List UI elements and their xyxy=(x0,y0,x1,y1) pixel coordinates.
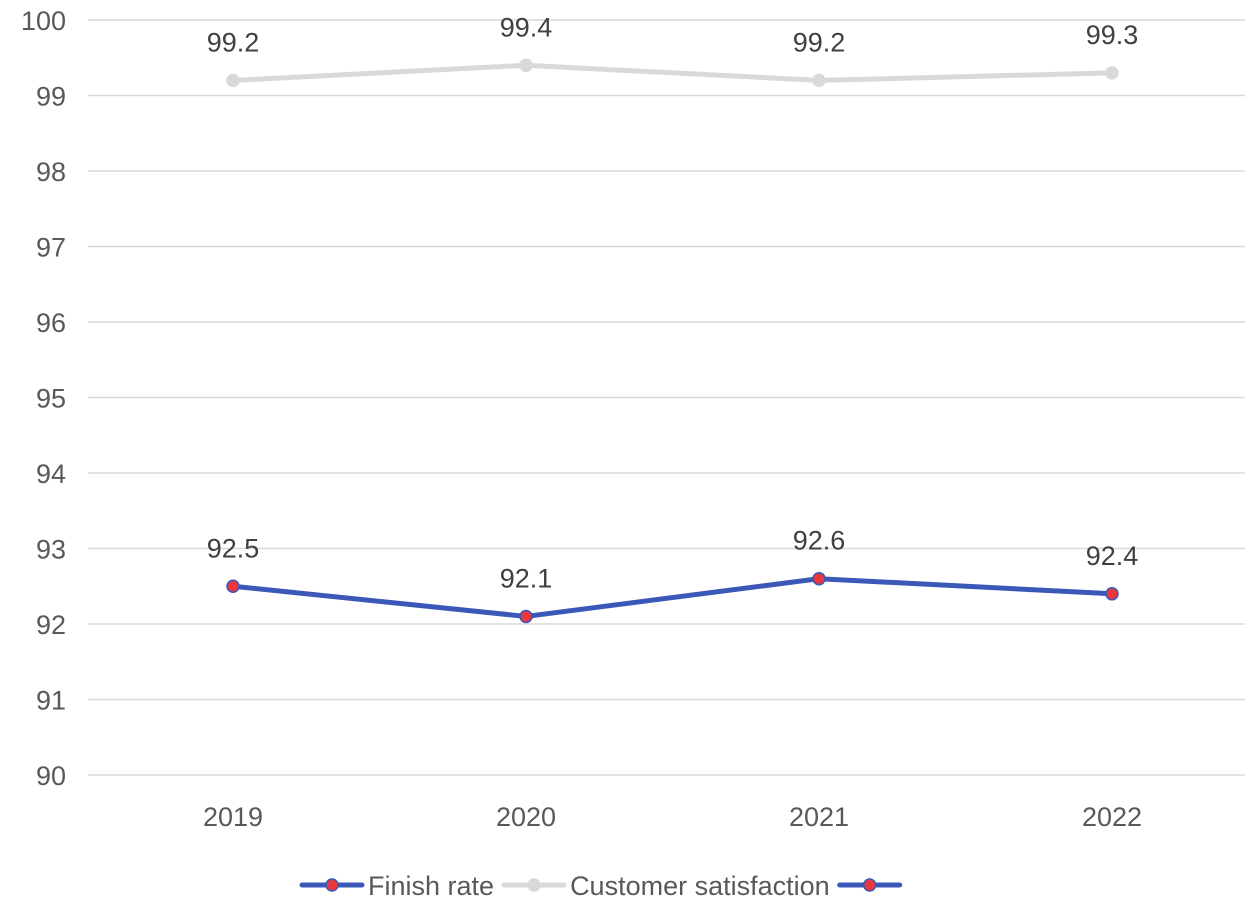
y-tick-label-93: 93 xyxy=(36,535,66,565)
y-tick-label-97: 97 xyxy=(36,233,66,263)
data-label-finish-rate-2019: 92.5 xyxy=(207,533,260,563)
y-tick-label-94: 94 xyxy=(36,459,66,489)
y-tick-label-92: 92 xyxy=(36,610,66,640)
data-point-customer-satisfaction-2020 xyxy=(519,58,533,73)
x-tick-label-2022: 2022 xyxy=(1082,802,1142,832)
y-tick-label-91: 91 xyxy=(36,686,66,716)
legend-marker-finish-rate xyxy=(325,878,339,892)
x-tick-label-2020: 2020 xyxy=(496,802,556,832)
data-point-customer-satisfaction-2021 xyxy=(812,73,826,88)
legend-label-customer-satisfaction: Customer satisfaction xyxy=(570,871,830,901)
legend-marker-customer-satisfaction xyxy=(527,878,541,892)
legend-marker-unnamed xyxy=(862,878,877,892)
y-tick-label-95: 95 xyxy=(36,384,66,414)
data-label-customer-satisfaction-2019: 99.2 xyxy=(207,27,260,57)
y-tick-label-96: 96 xyxy=(36,308,66,338)
data-label-customer-satisfaction-2021: 99.2 xyxy=(793,27,846,57)
data-label-customer-satisfaction-2022: 99.3 xyxy=(1086,20,1139,50)
y-tick-label-99: 99 xyxy=(36,82,66,112)
data-point-customer-satisfaction-2019 xyxy=(226,73,240,88)
y-tick-label-98: 98 xyxy=(36,157,66,187)
data-label-finish-rate-2021: 92.6 xyxy=(793,526,846,556)
data-point-finish-rate-2022 xyxy=(1105,587,1119,601)
legend-label-finish-rate: Finish rate xyxy=(368,871,494,901)
y-tick-label-90: 90 xyxy=(36,761,66,791)
x-tick-label-2019: 2019 xyxy=(203,802,263,832)
y-tick-label-100: 100 xyxy=(21,6,66,36)
data-point-finish-rate-2020 xyxy=(519,609,533,624)
data-point-finish-rate-2021 xyxy=(812,571,826,586)
series-line-finish-rate xyxy=(230,576,1115,619)
x-tick-label-2021: 2021 xyxy=(789,802,849,832)
data-point-finish-rate-2019 xyxy=(226,579,240,593)
data-label-finish-rate-2022: 92.4 xyxy=(1086,541,1139,571)
series-line-customer-satisfaction xyxy=(230,62,1115,83)
data-label-customer-satisfaction-2020: 99.4 xyxy=(500,12,553,42)
data-point-customer-satisfaction-2022 xyxy=(1105,66,1119,80)
data-label-finish-rate-2020: 92.1 xyxy=(500,563,553,593)
